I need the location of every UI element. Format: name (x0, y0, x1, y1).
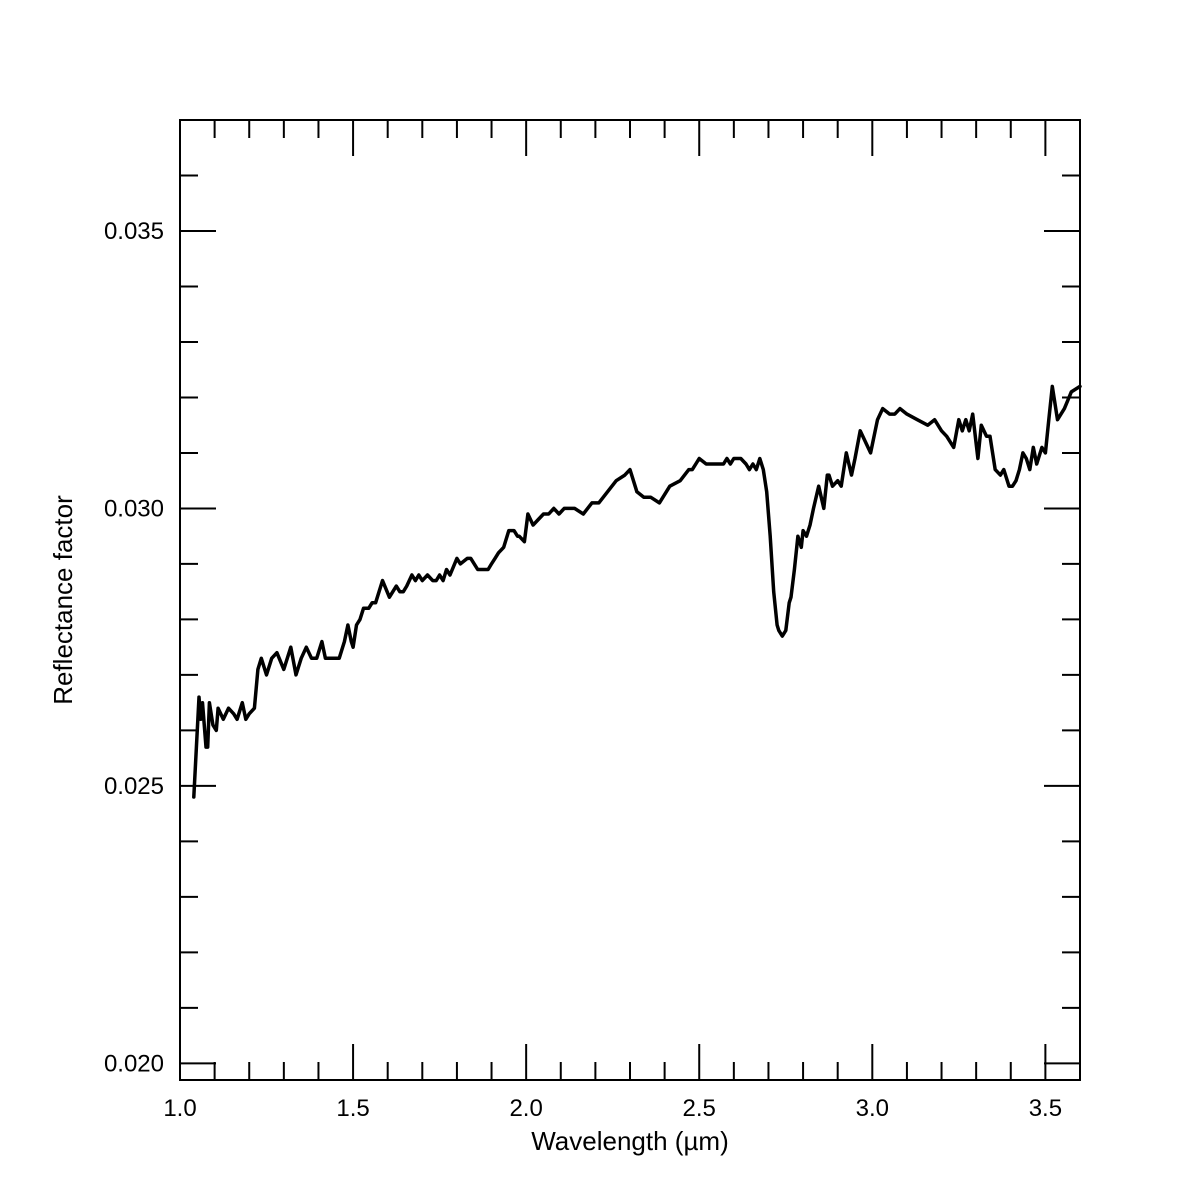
x-tick-label: 3.5 (1029, 1095, 1062, 1122)
y-tick-label: 0.025 (104, 773, 164, 800)
series-line (192, 384, 1082, 799)
axis-tick-labels: 1.0 1.5 2.0 2.5 3.0 3.5 0.020 0.025 0.030 0.035 (104, 218, 1062, 1122)
y-tick-label: 0.035 (104, 218, 164, 245)
x-tick-label: 1.0 (163, 1095, 196, 1122)
x-tick-label: 1.5 (336, 1095, 369, 1122)
x-axis-title: Wavelength (µm) (531, 1126, 729, 1156)
x-tick-label: 2.0 (509, 1095, 542, 1122)
plot-frame (179, 119, 1081, 1081)
y-tick-label: 0.020 (104, 1050, 164, 1077)
y-axis-title: Reflectance factor (48, 495, 78, 705)
y-tick-label: 0.030 (104, 495, 164, 522)
axis-ticks (179, 119, 1081, 1080)
x-tick-label: 3.0 (856, 1095, 889, 1122)
x-tick-label: 2.5 (683, 1095, 716, 1122)
